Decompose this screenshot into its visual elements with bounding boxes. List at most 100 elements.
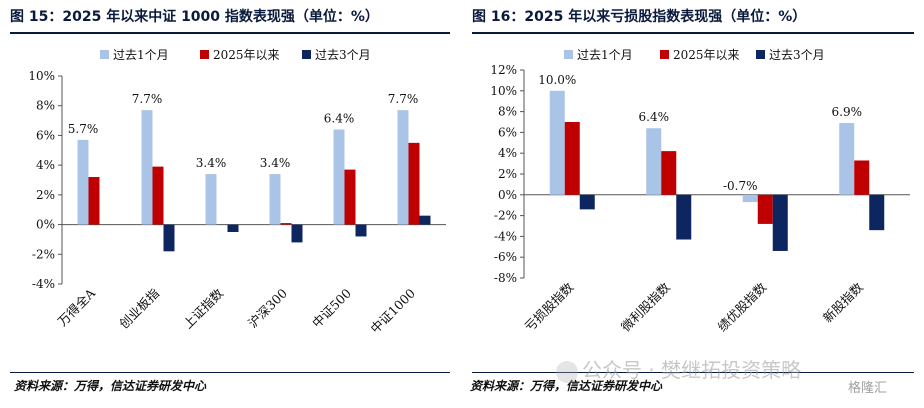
bar (408, 142, 420, 225)
legend-swatch (200, 50, 209, 59)
legend-swatch (302, 50, 311, 59)
bar (205, 174, 217, 225)
y-tick-label: -4% (32, 277, 55, 291)
bar (579, 194, 595, 210)
y-tick-label: 4% (36, 158, 55, 172)
y-tick-label: 4% (498, 146, 517, 160)
bar (661, 151, 677, 195)
legend-label: 2025年以来 (673, 48, 740, 62)
legend-item: 过去1个月 (564, 48, 633, 62)
bar (88, 177, 100, 225)
y-tick-label: 6% (498, 125, 517, 139)
x-tick-label: 中证1000 (367, 285, 418, 336)
x-tick-label: 微利股指数 (618, 279, 673, 334)
bar (839, 123, 855, 195)
y-tick-label: 12% (490, 63, 517, 77)
bar (564, 122, 580, 195)
legend-item: 过去3个月 (756, 48, 825, 62)
chart-title: 图 16：2025 年以来亏损股指数表现强（单位：%） (472, 9, 807, 25)
legend-item: 过去1个月 (100, 48, 169, 62)
bar (854, 160, 870, 195)
wechat-icon (556, 360, 578, 383)
bar (397, 110, 409, 225)
data-label: 3.4% (260, 156, 291, 170)
data-label: 10.0% (538, 73, 576, 87)
y-tick-label: -8% (494, 271, 517, 285)
data-label: 6.4% (639, 110, 670, 124)
x-tick-label: 中证500 (309, 285, 354, 330)
y-tick-label: 6% (36, 128, 55, 142)
x-tick-label: 新股指数 (820, 279, 866, 325)
bar (333, 129, 345, 225)
legend-label: 过去1个月 (577, 48, 633, 62)
y-tick-label: 2% (498, 167, 517, 181)
y-tick-label: 10% (28, 69, 55, 83)
y-tick-label: 8% (498, 105, 517, 119)
legend-swatch (660, 50, 669, 59)
title-rule (472, 32, 914, 34)
data-label: 5.7% (68, 122, 99, 136)
bar-chart-index-performance: 过去1个月 2025年以来 过去3个月 -4% -2% 0% 2% 4% 6% 8% 10% 5.7%… (28, 48, 446, 336)
data-label: 6.9% (832, 105, 863, 119)
legend-label: 过去1个月 (113, 48, 169, 62)
x-tick-label: 绩优股指数 (715, 279, 770, 334)
data-label: 3.4% (196, 156, 227, 170)
y-tick-label: 8% (36, 99, 55, 113)
y-tick-label: 0% (36, 218, 55, 232)
bar (549, 90, 565, 195)
watermark-logo: 格隆汇 (848, 381, 888, 396)
legend-label: 过去3个月 (315, 48, 371, 62)
x-tick-label: 万得全A (55, 285, 99, 329)
data-label: -0.7% (723, 179, 758, 193)
bar (869, 194, 885, 231)
bar (742, 194, 758, 203)
chart-title: 图 15：2025 年以来中证 1000 指数表现强（单位：%） (10, 9, 379, 25)
legend-swatch (564, 50, 573, 59)
y-tick-label: 0% (498, 188, 517, 202)
y-tick-label: -6% (494, 250, 517, 264)
legend-swatch (100, 50, 109, 59)
bar (227, 224, 239, 232)
legend-item: 2025年以来 (660, 48, 740, 62)
y-tick-label: -2% (494, 209, 517, 223)
watermark-text: 公众号 · 樊继拓投资策略 (556, 354, 801, 383)
y-tick-label: -2% (32, 247, 55, 261)
y-tick-label: 2% (36, 188, 55, 202)
bar (280, 223, 292, 225)
y-tick-label: 10% (490, 84, 517, 98)
source-note: 资料来源：万得，信达证券研发中心 (470, 379, 663, 393)
data-label: 6.4% (324, 111, 355, 125)
source-rule (472, 372, 914, 373)
bar (291, 224, 303, 243)
bar (419, 215, 431, 225)
x-tick-label: 创业板指 (116, 286, 162, 332)
x-tick-label: 上证指数 (180, 285, 226, 331)
bar (152, 166, 164, 225)
bar (646, 128, 662, 195)
source-rule (10, 372, 450, 373)
bar (757, 194, 773, 224)
x-tick-label: 沪深300 (245, 285, 290, 330)
bar (77, 139, 89, 225)
data-label: 7.7% (132, 92, 163, 106)
bar (344, 169, 356, 225)
x-tick-label: 亏损股指数 (522, 279, 577, 334)
title-rule (10, 32, 450, 34)
legend-label: 2025年以来 (213, 48, 280, 62)
bar-chart-profit-index-performance: 过去1个月 2025年以来 过去3个月 -8% -6% -4% -2% 0% 2% 4% 6% 8% 1… (490, 48, 910, 334)
bar (355, 224, 367, 237)
legend-label: 过去3个月 (769, 48, 825, 62)
bar (269, 174, 281, 225)
bar (141, 110, 153, 225)
legend-swatch (756, 50, 765, 59)
legend-item: 2025年以来 (200, 48, 280, 62)
bar (772, 194, 788, 251)
bar (163, 224, 175, 252)
chart-panel-left: 图 15：2025 年以来中证 1000 指数表现强（单位：%） 过去1个月 20… (10, 9, 450, 393)
y-tick-label: -4% (494, 229, 517, 243)
chart-panel-right: 图 16：2025 年以来亏损股指数表现强（单位：%） 过去1个月 2025年以来… (462, 0, 924, 408)
legend-item: 过去3个月 (302, 48, 371, 62)
source-note: 资料来源：万得，信达证券研发中心 (14, 379, 207, 393)
bar (676, 194, 692, 240)
data-label: 7.7% (388, 92, 419, 106)
